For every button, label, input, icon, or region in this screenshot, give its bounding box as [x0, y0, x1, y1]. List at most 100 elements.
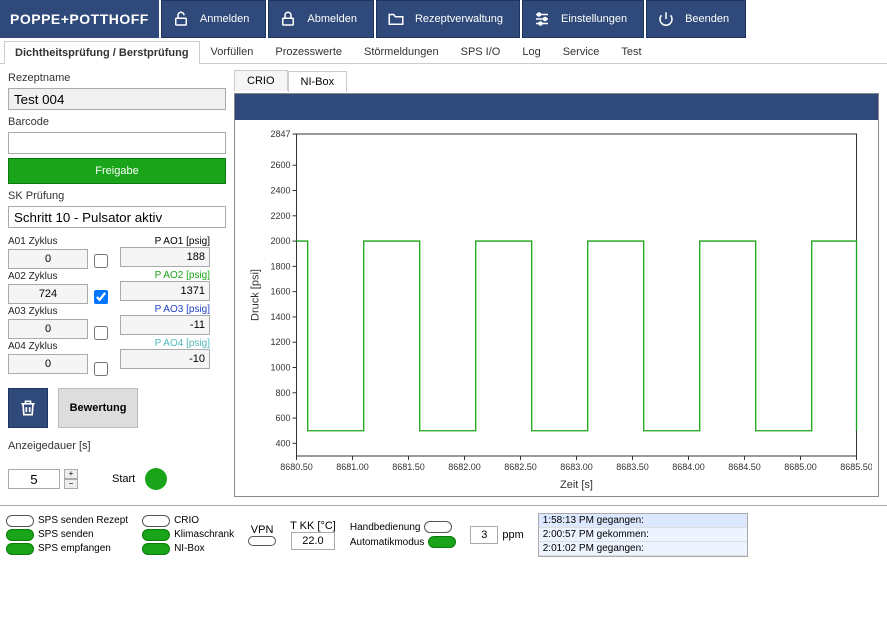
- tab-sps-io[interactable]: SPS I/O: [450, 40, 512, 63]
- pao3-field[interactable]: [120, 315, 210, 335]
- anzeigedauer-down[interactable]: −: [64, 479, 78, 489]
- svg-text:1600: 1600: [270, 287, 290, 297]
- tab-service[interactable]: Service: [552, 40, 611, 63]
- chart-tab-crio[interactable]: CRIO: [234, 70, 288, 91]
- bewertung-button[interactable]: Bewertung: [58, 388, 138, 428]
- a01-zyklus-field[interactable]: [8, 249, 88, 269]
- rezeptverwaltung-button[interactable]: Rezeptverwaltung: [376, 0, 520, 38]
- main-tabstrip: Dichtheitsprüfung / Berstprüfung Vorfüll…: [0, 38, 887, 64]
- tab-vorfuellen[interactable]: Vorfüllen: [200, 40, 265, 63]
- pao4-field[interactable]: [120, 349, 210, 369]
- svg-text:600: 600: [275, 413, 290, 423]
- svg-text:2400: 2400: [270, 186, 290, 196]
- svg-text:8685.00: 8685.00: [784, 462, 817, 472]
- pao3-label: P AO3 [psig]: [120, 304, 210, 315]
- nav-label: Abmelden: [307, 13, 357, 25]
- status-label: SPS empfangen: [38, 543, 111, 554]
- ao3-checkbox[interactable]: [94, 326, 108, 340]
- svg-text:2200: 2200: [270, 211, 290, 221]
- sk-pruefung-field[interactable]: [8, 206, 226, 228]
- status-bar: SPS senden Rezept SPS senden SPS empfang…: [0, 505, 887, 563]
- freigabe-button[interactable]: Freigabe: [8, 158, 226, 184]
- abmelden-button[interactable]: Abmelden: [268, 0, 374, 38]
- rezeptname-field[interactable]: [8, 88, 226, 110]
- chart-header: [235, 94, 878, 120]
- tab-stoermeldungen[interactable]: Störmeldungen: [353, 40, 450, 63]
- trash-icon: [18, 398, 38, 418]
- svg-text:8681.50: 8681.50: [392, 462, 425, 472]
- tkk-label: T KK [°C]: [290, 520, 336, 532]
- tab-dichtheit[interactable]: Dichtheitsprüfung / Berstprüfung: [4, 41, 200, 64]
- svg-text:8682.00: 8682.00: [448, 462, 481, 472]
- anzeigedauer-field[interactable]: [8, 469, 60, 489]
- pao4-label: P AO4 [psig]: [120, 338, 210, 349]
- sk-pruefung-label: SK Prüfung: [8, 190, 226, 202]
- a03-zyklus-field[interactable]: [8, 319, 88, 339]
- status-label: Klimaschrank: [174, 529, 234, 540]
- barcode-field[interactable]: [8, 132, 226, 154]
- log-entry: 1:58:13 PM gegangen:: [539, 514, 747, 528]
- chart-tab-nibox[interactable]: NI-Box: [288, 71, 348, 92]
- status-group-devices: CRIO Klimaschrank NI-Box: [142, 515, 234, 555]
- tab-log[interactable]: Log: [511, 40, 551, 63]
- svg-text:2000: 2000: [270, 236, 290, 246]
- lock-icon: [279, 10, 297, 28]
- status-label: CRIO: [174, 515, 199, 526]
- folder-icon: [387, 10, 405, 28]
- chart-panel: CRIO NI-Box 4006008001000120014001600180…: [234, 70, 879, 497]
- pao1-field[interactable]: [120, 247, 210, 267]
- sliders-icon: [533, 10, 551, 28]
- top-navbar: POPPE+POTTHOFF Anmelden Abmelden Rezeptv…: [0, 0, 887, 38]
- status-pill: [142, 543, 170, 555]
- anmelden-button[interactable]: Anmelden: [161, 0, 267, 38]
- start-label: Start: [112, 473, 135, 485]
- einstellungen-button[interactable]: Einstellungen: [522, 0, 644, 38]
- svg-text:400: 400: [275, 438, 290, 448]
- svg-text:2847: 2847: [270, 129, 290, 139]
- status-pill: [6, 529, 34, 541]
- a02-zyklus-field[interactable]: [8, 284, 88, 304]
- ao1-checkbox[interactable]: [94, 254, 108, 268]
- rezeptname-label: Rezeptname: [8, 72, 226, 84]
- handbedienung-indicator: [424, 521, 452, 533]
- left-panel: Rezeptname Barcode Freigabe SK Prüfung A…: [8, 70, 226, 497]
- start-indicator[interactable]: [145, 468, 167, 490]
- log-entry: 2:00:57 PM gekommen:: [539, 528, 747, 542]
- tkk-value: 22.0: [291, 532, 335, 550]
- vpn-label: VPN: [251, 524, 274, 536]
- status-pill: [6, 543, 34, 555]
- tab-prozesswerte[interactable]: Prozesswerte: [264, 40, 353, 63]
- pressure-chart: 4006008001000120014001600180020002200240…: [241, 124, 872, 494]
- handbedienung-label: Handbedienung: [350, 522, 421, 533]
- ao4-checkbox[interactable]: [94, 362, 108, 376]
- svg-text:8680.50: 8680.50: [280, 462, 313, 472]
- event-log[interactable]: 1:58:13 PM gegangen: 2:00:57 PM gekommen…: [538, 513, 748, 557]
- svg-text:8683.00: 8683.00: [560, 462, 593, 472]
- cycle-label: A03 Zyklus: [8, 306, 88, 317]
- a04-zyklus-field[interactable]: [8, 354, 88, 374]
- pao2-field[interactable]: [120, 281, 210, 301]
- tab-test[interactable]: Test: [610, 40, 652, 63]
- svg-text:8684.00: 8684.00: [672, 462, 705, 472]
- ppm-value: 3: [470, 526, 498, 544]
- power-icon: [657, 10, 675, 28]
- status-label: SPS senden: [38, 529, 94, 540]
- brand-logo: POPPE+POTTHOFF: [0, 0, 159, 38]
- pao2-label: P AO2 [psig]: [120, 270, 210, 281]
- beenden-button[interactable]: Beenden: [646, 0, 746, 38]
- svg-text:8682.50: 8682.50: [504, 462, 537, 472]
- log-entry: 2:01:02 PM gegangen:: [539, 542, 747, 556]
- svg-text:1200: 1200: [270, 337, 290, 347]
- anzeigedauer-up[interactable]: +: [64, 469, 78, 479]
- ao2-checkbox[interactable]: [94, 290, 108, 304]
- svg-text:2600: 2600: [270, 160, 290, 170]
- unlock-icon: [172, 10, 190, 28]
- cycle-label: A01 Zyklus: [8, 236, 88, 247]
- ppm-unit: ppm: [502, 529, 523, 541]
- pao1-label: P AO1 [psig]: [120, 236, 210, 247]
- delete-button[interactable]: [8, 388, 48, 428]
- status-pill: [6, 515, 34, 527]
- svg-text:1400: 1400: [270, 312, 290, 322]
- automatikmodus-indicator: [428, 536, 456, 548]
- status-group-sps: SPS senden Rezept SPS senden SPS empfang…: [6, 515, 128, 555]
